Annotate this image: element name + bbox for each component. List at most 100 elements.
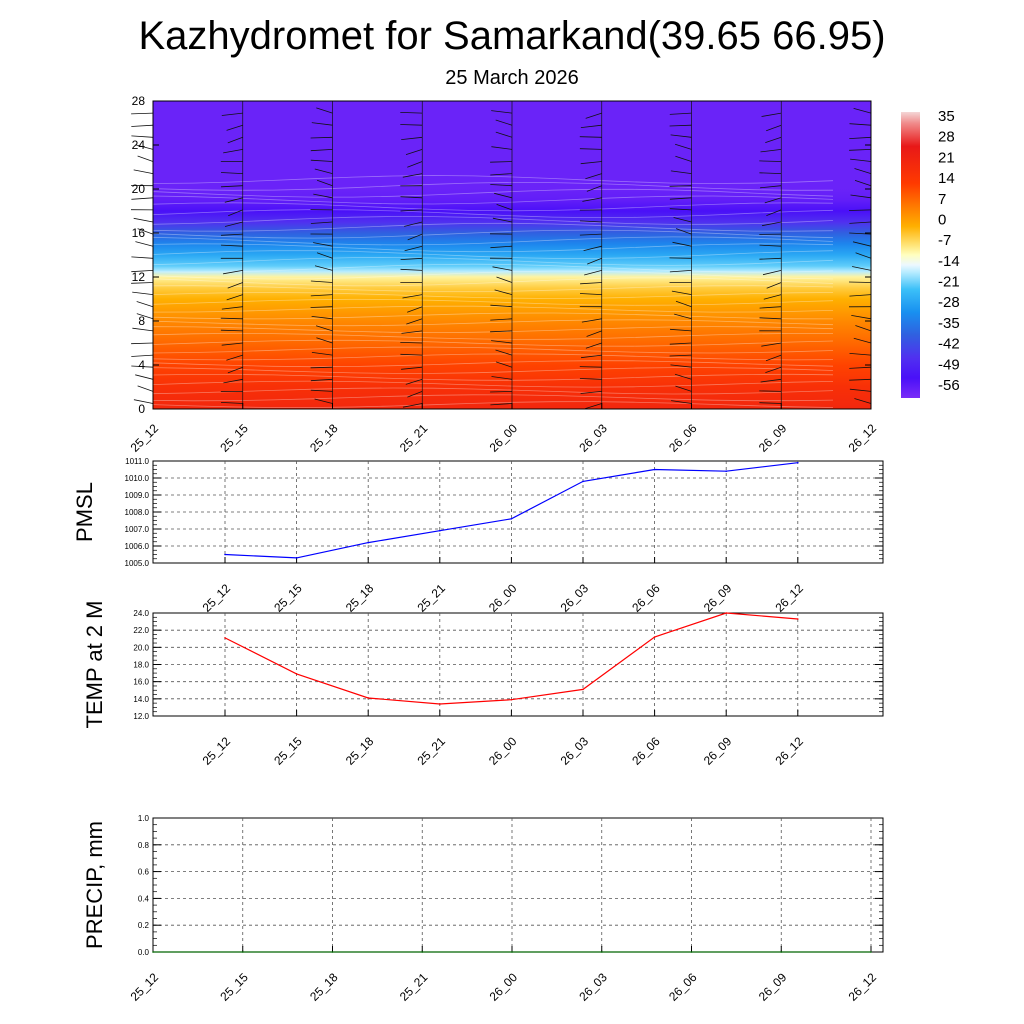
wind-barb <box>760 378 782 383</box>
wind-barb <box>580 161 602 165</box>
x-tick-label: 25_12 <box>200 581 234 615</box>
wind-barb <box>221 306 243 310</box>
contour-line <box>152 250 834 259</box>
wind-barb <box>400 124 423 126</box>
y-tick-label: 20 <box>132 182 146 196</box>
x-tick-label: 26_06 <box>666 970 700 1004</box>
wind-barb <box>400 268 423 271</box>
wind-barb <box>407 233 423 241</box>
x-tick-label: 25_15 <box>217 970 251 1004</box>
wind-barb <box>131 135 154 138</box>
x-tick-label: 25_12 <box>128 970 162 1004</box>
x-tick-label: 25_15 <box>271 581 305 615</box>
data-point <box>331 951 334 953</box>
wind-barb <box>131 197 154 200</box>
wind-barb <box>314 168 333 174</box>
x-tick-label: 26_03 <box>558 734 592 768</box>
wind-barb <box>669 354 692 357</box>
wind-barb <box>582 197 602 202</box>
contour-line <box>152 175 834 184</box>
data-point <box>295 673 298 675</box>
data-point <box>797 461 799 464</box>
wind-barb <box>407 161 423 168</box>
wind-barb <box>490 161 513 163</box>
wind-barb <box>855 252 872 259</box>
wind-barb <box>404 245 423 252</box>
x-tick-label: 26_09 <box>756 970 790 1004</box>
wind-barb <box>492 266 513 271</box>
data-point <box>511 951 513 953</box>
colorbar-label: -56 <box>938 377 960 394</box>
wind-barb <box>585 112 602 119</box>
wind-barb <box>223 378 243 384</box>
y-tick-label: 1006.0 <box>125 542 150 551</box>
wind-barb <box>854 180 872 187</box>
wind-barb <box>490 391 513 393</box>
data-point <box>653 468 656 471</box>
contour-line <box>152 209 834 219</box>
wind-barb <box>220 172 243 174</box>
contour-line <box>152 346 834 354</box>
y-tick-label: 0.4 <box>138 894 150 903</box>
y-tick-label: 16 <box>132 226 146 240</box>
wind-barb <box>579 233 602 236</box>
wind-barb <box>849 123 872 126</box>
wind-barb <box>583 245 602 251</box>
y-tick-label: 22.0 <box>133 626 149 635</box>
wind-barb <box>221 342 243 346</box>
x-tick-label: 25_21 <box>414 581 448 615</box>
colorbar-label: -7 <box>938 232 951 249</box>
y-tick-label: 1.0 <box>138 814 150 823</box>
y-axis-title: TEMP at 2 M <box>82 601 107 729</box>
y-tick-label: 0 <box>138 402 145 416</box>
colorbar-label: -35 <box>938 315 960 332</box>
data-point <box>367 541 370 544</box>
wind-barb <box>310 221 333 224</box>
wind-barb <box>404 221 423 227</box>
wind-barb <box>224 221 243 227</box>
colorbar-label: -14 <box>938 253 960 270</box>
y-tick-label: 4 <box>138 358 145 372</box>
wind-barb <box>131 282 154 284</box>
wind-barb <box>311 316 333 320</box>
wind-barb <box>405 378 423 385</box>
wind-barb <box>131 112 154 115</box>
wind-barb <box>316 252 333 259</box>
wind-barb <box>407 306 423 313</box>
contour-line <box>152 181 834 191</box>
data-point <box>439 529 441 532</box>
wind-barb <box>585 173 602 180</box>
wind-barb <box>765 366 782 373</box>
wind-barb <box>669 342 692 345</box>
wind-barb <box>401 136 423 140</box>
wind-barb <box>227 282 243 289</box>
wind-barb <box>853 108 872 114</box>
wind-barb <box>675 300 692 308</box>
contour-line <box>152 380 834 388</box>
wind-barb <box>491 376 513 380</box>
wind-barb <box>406 318 423 325</box>
wind-barb <box>580 124 602 128</box>
wind-barb <box>316 107 333 114</box>
wind-barb <box>848 281 872 283</box>
wind-barb <box>220 233 243 236</box>
x-tick-label: 26_06 <box>666 421 700 455</box>
wind-barb <box>133 217 154 223</box>
data-point <box>725 470 727 473</box>
wind-barb <box>491 340 513 344</box>
y-tick-label: 0.6 <box>138 868 150 877</box>
x-tick-label: 25_21 <box>397 421 431 455</box>
y-tick-label: 8 <box>138 314 145 328</box>
contour-line <box>152 222 834 232</box>
contour-line <box>152 202 834 212</box>
wind-barb <box>223 149 243 154</box>
wind-barb <box>131 270 154 273</box>
wind-barb <box>310 389 333 392</box>
x-tick-label: 26_00 <box>487 970 521 1004</box>
contour-line <box>152 277 834 287</box>
wind-barb <box>223 270 243 275</box>
wind-barb <box>669 112 692 115</box>
wind-barb <box>587 257 602 265</box>
wind-barb <box>586 330 602 337</box>
